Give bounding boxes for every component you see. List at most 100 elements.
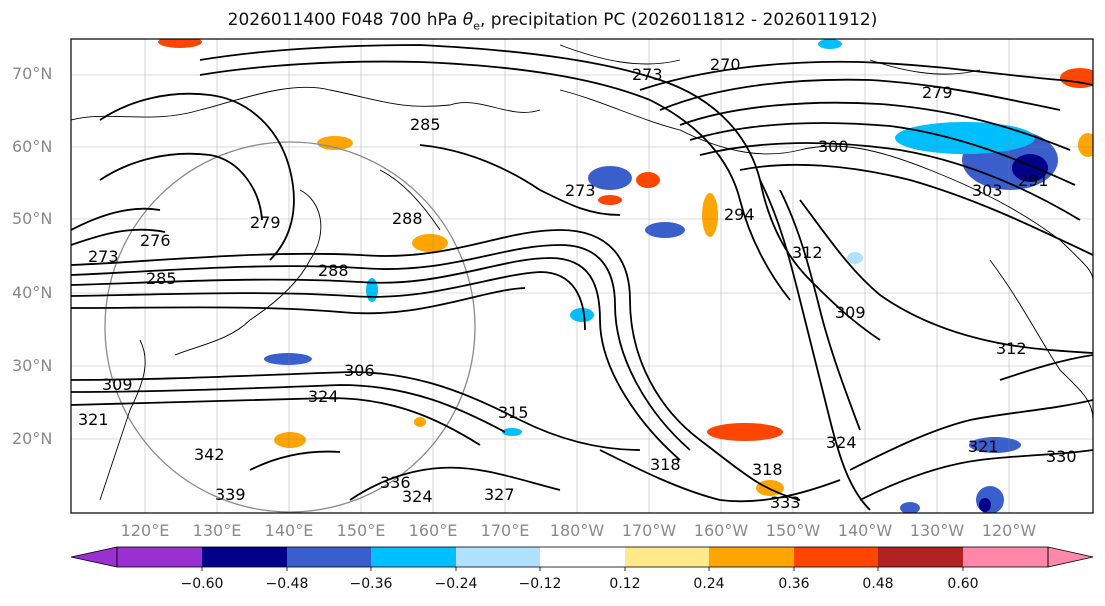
colorbar-segment bbox=[371, 547, 456, 567]
colorbar-extend-right bbox=[1047, 546, 1094, 568]
contour-label: 294 bbox=[724, 205, 755, 224]
precip-blob bbox=[895, 122, 1035, 154]
precip-blob bbox=[414, 417, 426, 427]
lon-label: 130°W bbox=[909, 521, 965, 540]
lon-label: 150°W bbox=[765, 521, 821, 540]
precip-blob bbox=[979, 498, 991, 512]
map-background bbox=[71, 39, 1093, 513]
contour-label: 273 bbox=[632, 65, 663, 84]
contour-label: 291 bbox=[1018, 171, 1049, 190]
colorbar-segment bbox=[287, 547, 371, 567]
precip-blob bbox=[818, 39, 842, 49]
precip-blob bbox=[412, 234, 448, 252]
contour-label: 306 bbox=[344, 361, 375, 380]
contour-label: 327 bbox=[484, 485, 515, 504]
contour-label: 285 bbox=[146, 269, 177, 288]
contour-label: 300 bbox=[818, 137, 849, 156]
lat-label: 60°N bbox=[12, 137, 53, 156]
lon-label: 180°W bbox=[549, 521, 605, 540]
precip-blob bbox=[274, 432, 306, 448]
contour-label: 285 bbox=[410, 115, 441, 134]
precip-blob bbox=[1078, 133, 1093, 157]
colorbar-tick-label: 0.48 bbox=[862, 576, 894, 592]
colorbar-segment bbox=[794, 547, 878, 567]
contour-label: 321 bbox=[968, 437, 999, 456]
contour-label: 303 bbox=[972, 181, 1003, 200]
contour-label: 270 bbox=[710, 55, 741, 74]
lon-label: 120°W bbox=[981, 521, 1037, 540]
colorbar-tick-label: −0.36 bbox=[349, 576, 393, 592]
colorbar-tick-label: 0.12 bbox=[609, 576, 641, 592]
lon-label: 170°E bbox=[480, 521, 530, 540]
lat-label: 20°N bbox=[12, 429, 53, 448]
precip-blob bbox=[1060, 68, 1093, 88]
colorbar-segment bbox=[878, 547, 963, 567]
contour-label: 273 bbox=[88, 247, 119, 266]
contour-labels: 270 273 279 285 279 288 285 276 273 288 … bbox=[78, 55, 1077, 512]
contour-label: 312 bbox=[996, 339, 1027, 358]
lon-label: 150°E bbox=[336, 521, 386, 540]
theta-e-contours bbox=[71, 44, 1093, 511]
colorbar-segment bbox=[202, 547, 287, 567]
contour-label: 276 bbox=[140, 231, 171, 250]
contour-label: 312 bbox=[792, 243, 823, 262]
contour-label: 330 bbox=[1046, 447, 1077, 466]
lat-label: 40°N bbox=[12, 283, 53, 302]
contour-label: 342 bbox=[194, 445, 225, 464]
contour-label: 309 bbox=[835, 303, 866, 322]
colorbar-tick-label: 0.60 bbox=[947, 576, 979, 592]
contour-label: 273 bbox=[565, 181, 596, 200]
colorbar-tick-label: 0.36 bbox=[778, 576, 810, 592]
precip-blob bbox=[702, 193, 718, 237]
colorbar-segment bbox=[625, 547, 709, 567]
lon-label: 140°W bbox=[837, 521, 893, 540]
colorbar-segment bbox=[709, 547, 794, 567]
precip-blob bbox=[976, 486, 1004, 513]
contour-label: 324 bbox=[826, 433, 857, 452]
colorbar-segment bbox=[963, 547, 1048, 567]
colorbar-tick-label: −0.24 bbox=[434, 576, 478, 592]
lon-label: 160°E bbox=[408, 521, 458, 540]
precip-blob bbox=[158, 39, 202, 48]
precip-blob bbox=[598, 195, 622, 205]
lon-label: 120°E bbox=[120, 521, 170, 540]
precip-blob bbox=[636, 172, 660, 188]
contour-label: 321 bbox=[78, 410, 109, 429]
contour-label: 324 bbox=[402, 487, 433, 506]
contour-label: 339 bbox=[215, 485, 246, 504]
lon-label: 140°E bbox=[264, 521, 314, 540]
map-frame bbox=[70, 38, 1094, 514]
contour-label: 279 bbox=[922, 83, 953, 102]
lat-label: 70°N bbox=[12, 64, 53, 83]
reference-circle bbox=[104, 141, 476, 513]
colorbar-tick-label: 0.24 bbox=[693, 576, 725, 592]
precip-blob bbox=[645, 222, 685, 238]
contour-label: 318 bbox=[752, 460, 783, 479]
lat-label: 30°N bbox=[12, 356, 53, 375]
colorbar-tick-label: −0.48 bbox=[265, 576, 309, 592]
precip-blob bbox=[847, 252, 863, 264]
contour-label: 333 bbox=[770, 493, 801, 512]
contour-label: 324 bbox=[308, 387, 339, 406]
precip-blob bbox=[317, 136, 353, 150]
precip-blob bbox=[969, 437, 1021, 453]
lon-label: 160°W bbox=[693, 521, 749, 540]
lat-label: 50°N bbox=[12, 209, 53, 228]
precip-blob bbox=[502, 428, 522, 436]
precip-blob bbox=[900, 502, 920, 513]
colorbar-segment bbox=[540, 547, 625, 567]
colorbar-segment bbox=[117, 547, 202, 567]
colorbar-frame bbox=[116, 546, 1049, 568]
contour-label: 288 bbox=[318, 261, 349, 280]
lon-label: 170°W bbox=[621, 521, 677, 540]
contour-label: 279 bbox=[250, 213, 281, 232]
precip-shading bbox=[158, 39, 1093, 513]
precip-blob bbox=[264, 353, 312, 365]
contour-label: 315 bbox=[498, 403, 529, 422]
contour-label: 288 bbox=[392, 209, 423, 228]
precip-blob bbox=[570, 308, 594, 322]
chart-title: 2026011400 F048 700 hPa θe, precipitatio… bbox=[227, 10, 878, 33]
colorbar-tick-label: −0.12 bbox=[518, 576, 562, 592]
colorbar-segment bbox=[456, 547, 540, 567]
